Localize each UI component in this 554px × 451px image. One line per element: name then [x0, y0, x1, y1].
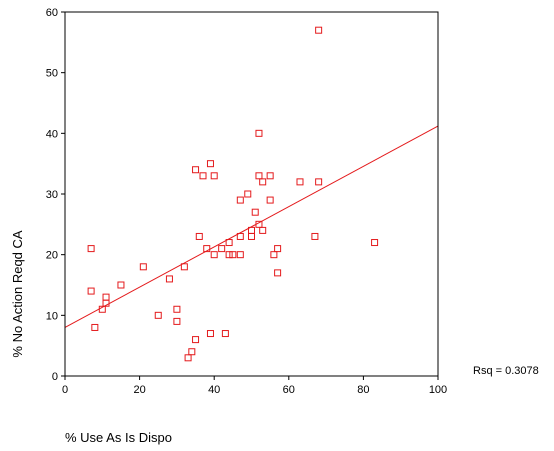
data-point — [266, 196, 274, 204]
data-point — [255, 172, 263, 180]
data-point — [248, 232, 255, 240]
data-point — [218, 245, 226, 253]
data-point — [192, 166, 200, 174]
data-point — [184, 354, 192, 362]
data-point — [102, 293, 110, 301]
data-point — [91, 323, 99, 331]
data-point — [206, 330, 214, 338]
data-point — [173, 305, 181, 313]
x-tick-label: 20 — [133, 384, 145, 396]
y-tick-label: 10 — [46, 310, 58, 322]
data-point — [206, 160, 214, 168]
data-point — [199, 172, 207, 180]
data-point — [154, 311, 162, 319]
data-point — [296, 178, 304, 186]
x-tick-label: 40 — [208, 384, 220, 396]
data-point — [188, 348, 196, 356]
y-axis-title: % No Action Reqd CA — [10, 230, 25, 358]
y-tick-label: 50 — [46, 68, 58, 80]
x-tick-label: 0 — [62, 384, 68, 396]
data-point — [203, 245, 211, 253]
data-point — [165, 275, 173, 283]
data-point — [274, 245, 282, 253]
data-point — [210, 172, 218, 180]
data-point — [210, 251, 218, 259]
data-point — [225, 239, 233, 247]
data-point — [87, 245, 95, 253]
y-tick-label: 20 — [46, 250, 58, 262]
data-point — [173, 317, 181, 325]
data-point — [236, 196, 244, 204]
y-tick-label: 40 — [46, 128, 58, 140]
plot-frame — [64, 11, 439, 377]
data-point — [315, 26, 323, 34]
y-tick-label: 60 — [46, 7, 58, 19]
data-point — [236, 232, 244, 240]
data-point — [117, 281, 125, 289]
data-point — [311, 232, 319, 240]
data-point — [195, 232, 203, 240]
x-axis-title: % Use As Is Dispo — [65, 430, 172, 445]
data-point — [315, 178, 323, 186]
y-axis: 0 10 20 30 40 50 60 — [46, 7, 65, 383]
data-point — [259, 178, 267, 186]
data-point — [270, 251, 278, 259]
data-points — [87, 26, 379, 362]
data-point — [251, 208, 259, 216]
x-tick-label: 60 — [283, 384, 295, 396]
data-point — [225, 251, 233, 259]
data-point — [259, 226, 267, 234]
data-point — [266, 172, 274, 180]
x-tick-label: 100 — [429, 384, 447, 396]
data-point — [221, 330, 229, 338]
data-point — [87, 287, 95, 295]
data-point — [255, 129, 263, 137]
data-point — [229, 251, 237, 259]
data-point — [244, 190, 252, 198]
x-tick-label: 80 — [357, 384, 369, 396]
data-point — [192, 336, 200, 344]
y-tick-label: 30 — [46, 189, 58, 201]
data-point — [371, 239, 379, 247]
data-point — [139, 263, 147, 271]
data-point — [236, 251, 244, 259]
x-axis: 0 20 40 60 80 100 — [62, 376, 447, 396]
data-point — [180, 263, 188, 271]
data-point — [274, 269, 282, 277]
regression-line — [64, 125, 439, 328]
y-tick-label: 0 — [52, 371, 58, 383]
rsq-annotation: Rsq = 0.3078 — [473, 365, 539, 377]
